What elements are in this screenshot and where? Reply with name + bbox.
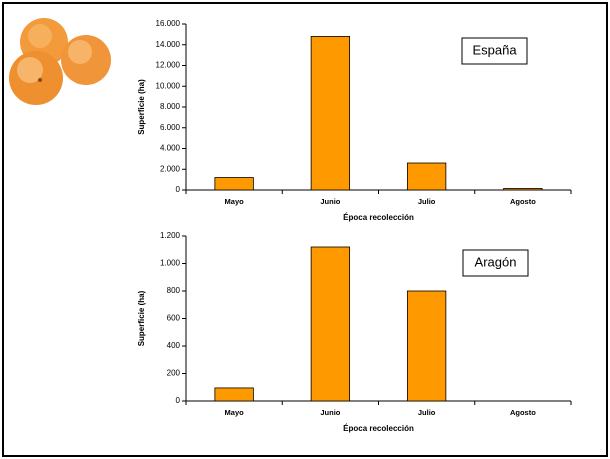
x-tick-label: Mayo <box>225 197 245 206</box>
bar <box>310 36 351 191</box>
y-axis-title: Superficie (ha) <box>137 290 146 346</box>
y-tick-label: 0 <box>176 185 181 194</box>
annotation-box <box>461 37 528 65</box>
y-tick-label: 1.000 <box>160 259 181 268</box>
annotation: Aragón <box>475 254 517 269</box>
y-tick-label: 400 <box>167 341 181 350</box>
x-tick-label: Junio <box>320 408 340 417</box>
bar <box>406 162 447 191</box>
y-tick-label: 16.000 <box>156 19 181 28</box>
y-tick-label: 12.000 <box>156 61 181 70</box>
y-tick-label: 200 <box>167 369 181 378</box>
x-tick-label: Agosto <box>510 197 536 206</box>
y-tick-label: 2.000 <box>160 164 181 173</box>
x-axis-title: Época recolección <box>343 213 414 222</box>
x-axis-title: Época recolección <box>343 424 414 433</box>
y-tick-label: 8.000 <box>160 102 181 111</box>
bar <box>214 177 254 191</box>
bar <box>406 290 447 402</box>
y-tick-label: 800 <box>167 286 181 295</box>
bar <box>214 387 254 402</box>
y-tick-label: 1.200 <box>160 231 181 240</box>
x-tick-label: Agosto <box>510 408 536 417</box>
y-tick-label: 0 <box>176 396 181 405</box>
x-tick-label: Mayo <box>225 408 245 417</box>
bar <box>503 188 543 191</box>
annotation-box <box>462 249 529 277</box>
y-tick-label: 14.000 <box>156 40 181 49</box>
y-axis-title: Superficie (ha) <box>137 79 146 135</box>
x-tick-label: Junio <box>320 197 340 206</box>
annotation: España <box>472 42 517 57</box>
y-tick-label: 10.000 <box>156 81 181 90</box>
y-tick-label: 6.000 <box>160 123 181 132</box>
y-tick-label: 4.000 <box>160 144 181 153</box>
apricot-image <box>9 18 111 105</box>
x-tick-label: Julio <box>418 197 436 206</box>
x-tick-label: Julio <box>418 408 436 417</box>
y-tick-label: 600 <box>167 314 181 323</box>
bar <box>310 246 351 402</box>
